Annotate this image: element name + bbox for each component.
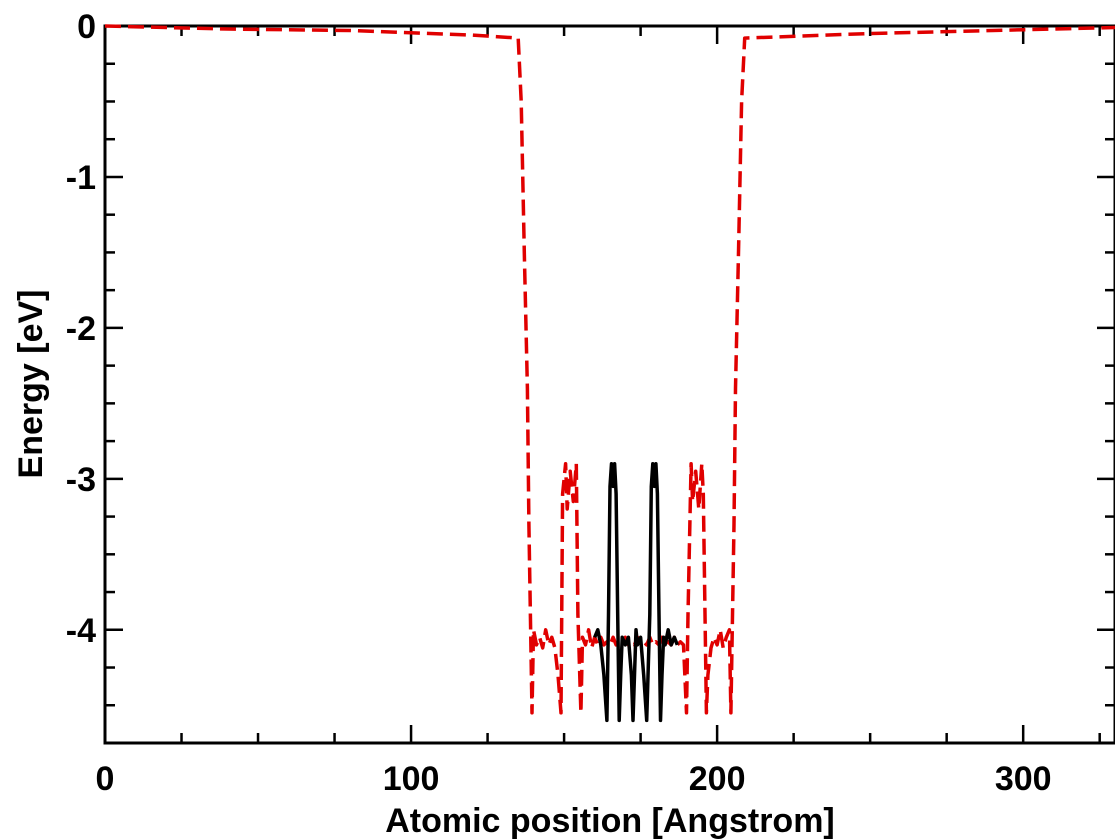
- series-line-1: [104, 24, 1115, 715]
- axis-ticks: [103, 24, 1115, 745]
- tick-labels: 0 100 200 300 0 -1 -2 -3 -4: [66, 8, 1052, 798]
- series-layer: [104, 24, 1115, 723]
- x-tick-label: 200: [689, 760, 746, 798]
- x-axis-label: Atomic position [Angstrom]: [385, 802, 835, 839]
- y-tick-label: -3: [66, 461, 96, 499]
- y-tick-label: -2: [66, 310, 96, 348]
- x-tick-label: 0: [96, 760, 115, 798]
- y-tick-label: -1: [66, 159, 96, 197]
- x-tick-label: 100: [383, 760, 440, 798]
- y-tick-label: -4: [66, 612, 96, 650]
- series-line-2: [593, 461, 679, 723]
- plot-frame: [103, 24, 1115, 745]
- y-tick-label: 0: [77, 8, 96, 46]
- y-axis-label: Energy [eV]: [12, 290, 50, 479]
- x-tick-label: 300: [995, 760, 1052, 798]
